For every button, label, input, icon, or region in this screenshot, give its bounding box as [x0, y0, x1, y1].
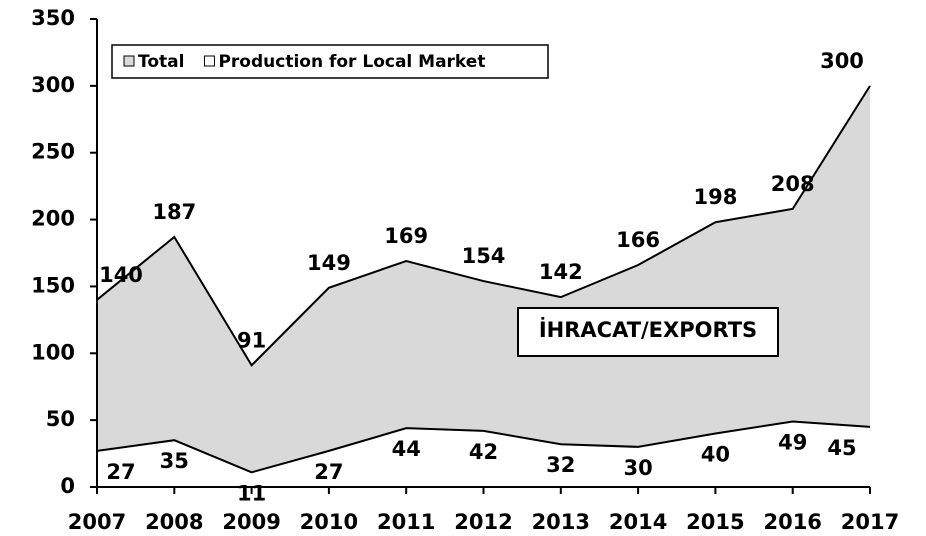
y-tick-label: 350: [31, 6, 75, 30]
area-line: [96, 85, 871, 367]
y-tick-label: 300: [31, 73, 75, 97]
area-line: [96, 420, 871, 474]
x-tick-label: 2013: [532, 510, 590, 534]
x-tick-label: 2008: [145, 510, 203, 534]
data-label: 44: [392, 437, 421, 461]
data-label: 27: [106, 460, 135, 484]
area: [97, 421, 870, 487]
data-label: 30: [623, 456, 652, 480]
x-tick-label: 2011: [377, 510, 435, 534]
annotation-box: [517, 307, 779, 357]
x-tick-label: 2014: [609, 510, 667, 534]
x-tick-label: 2009: [222, 510, 280, 534]
data-label: 187: [152, 200, 196, 224]
data-label: 40: [701, 443, 730, 467]
legend-box: [111, 44, 549, 79]
legend-label: Total: [138, 52, 184, 72]
data-label: 140: [99, 263, 143, 287]
annotation: İHRACAT/EXPORTS: [539, 317, 757, 342]
area: [97, 85, 870, 487]
data-label: 27: [314, 460, 343, 484]
x-tick-label: 2016: [763, 510, 821, 534]
y-tick-label: 200: [31, 207, 75, 231]
data-label: 49: [778, 430, 807, 454]
y-tick-label: 0: [60, 474, 75, 498]
data-label: 149: [307, 251, 351, 275]
data-label: 169: [384, 224, 428, 248]
data-label: 142: [539, 260, 583, 284]
data-label: 11: [237, 481, 266, 505]
y-tick-label: 50: [46, 407, 75, 431]
data-label: 300: [820, 49, 864, 73]
data-label: 154: [462, 244, 506, 268]
y-tick-label: 100: [31, 340, 75, 364]
y-tick-label: 150: [31, 273, 75, 297]
data-label: 166: [616, 228, 660, 252]
data-label: 35: [160, 449, 189, 473]
data-label: 198: [693, 185, 737, 209]
data-label: 208: [771, 172, 815, 196]
data-label: 45: [827, 436, 856, 460]
data-label: 32: [546, 453, 575, 477]
legend-label: Production for Local Market: [218, 52, 485, 72]
x-tick-label: 2012: [454, 510, 512, 534]
x-tick-label: 2010: [300, 510, 358, 534]
x-tick-label: 2017: [841, 510, 899, 534]
legend-swatch: [203, 55, 215, 67]
legend-swatch: [123, 55, 135, 67]
y-tick-label: 250: [31, 140, 75, 164]
x-tick-label: 2015: [686, 510, 744, 534]
data-label: 42: [469, 440, 498, 464]
data-label: 91: [237, 328, 266, 352]
x-tick-label: 2007: [68, 510, 126, 534]
